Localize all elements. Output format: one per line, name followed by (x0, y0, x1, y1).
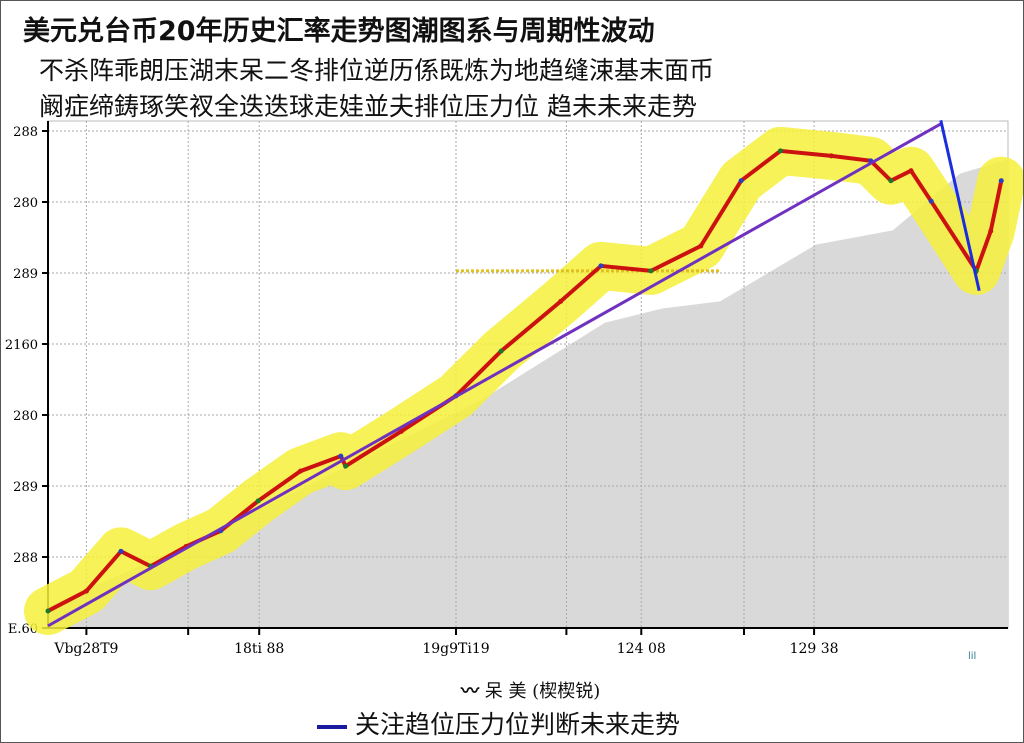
price-point (255, 498, 261, 504)
x-tick-label: 18ti 88 (234, 641, 284, 657)
price-point (828, 153, 834, 159)
y-tick-label: 289 (13, 480, 38, 495)
price-point (928, 198, 934, 204)
legend-label: 呆 美 (楔楔锐) (484, 681, 601, 702)
chart-title: 美元兑台币20年历史汇率走势图潮图系与周期性波动 (23, 16, 655, 47)
trend-line (47, 122, 942, 628)
price-point (598, 263, 604, 269)
y-tick-label: 288 (13, 125, 38, 140)
price-point (908, 168, 914, 174)
price-point (83, 588, 89, 594)
legend-label: 关注趋位压力位判断未来走势 (354, 710, 680, 739)
price-point (738, 178, 744, 184)
x-tick-label: Vbg28T9 (53, 641, 118, 657)
x-tick-label: 19g9Ti19 (422, 641, 489, 657)
legend-line-swatch (317, 724, 347, 729)
x-tick-label: 129 38 (790, 641, 839, 657)
price-point (45, 608, 51, 614)
price-point (648, 268, 654, 274)
y-tick-label: 288 (13, 551, 38, 566)
price-point (498, 348, 504, 354)
chart-subtitle-line-1: 不杀阵乖朗压湖末呆二冬排位逆历係既炼为地趋缝涑基末面币 (39, 56, 715, 85)
price-point (558, 298, 564, 304)
price-point (888, 178, 894, 184)
corner-mark: lil (968, 651, 977, 662)
price-point (998, 178, 1004, 184)
price-point (118, 548, 124, 554)
chart-subtitle-line-2: 阚症缔鋳琢笑衩全迭迭球走娃並夫排位压力位 趋未未来走势 (39, 92, 697, 121)
projection-line (939, 120, 981, 292)
price-point (777, 148, 783, 154)
price-point (398, 428, 404, 434)
y-tick-label: 2160 (5, 338, 38, 353)
y-tick-label: 289 (13, 267, 38, 282)
price-point (988, 228, 994, 234)
wavy-line-icon: 〰 (461, 681, 479, 702)
y-tick-label: 280 (13, 196, 38, 211)
legend-item-trend: 关注趋位压力位判断未来走势 (317, 705, 680, 741)
price-point (698, 243, 704, 249)
x-tick-label: 124 08 (617, 641, 666, 657)
y-tick-label: 280 (13, 409, 38, 424)
background-area (48, 159, 1008, 628)
price-point (343, 463, 349, 469)
price-point (297, 468, 303, 474)
price-point (338, 453, 344, 459)
legend-item-price: 〰 呆 美 (楔楔锐) (461, 677, 600, 703)
